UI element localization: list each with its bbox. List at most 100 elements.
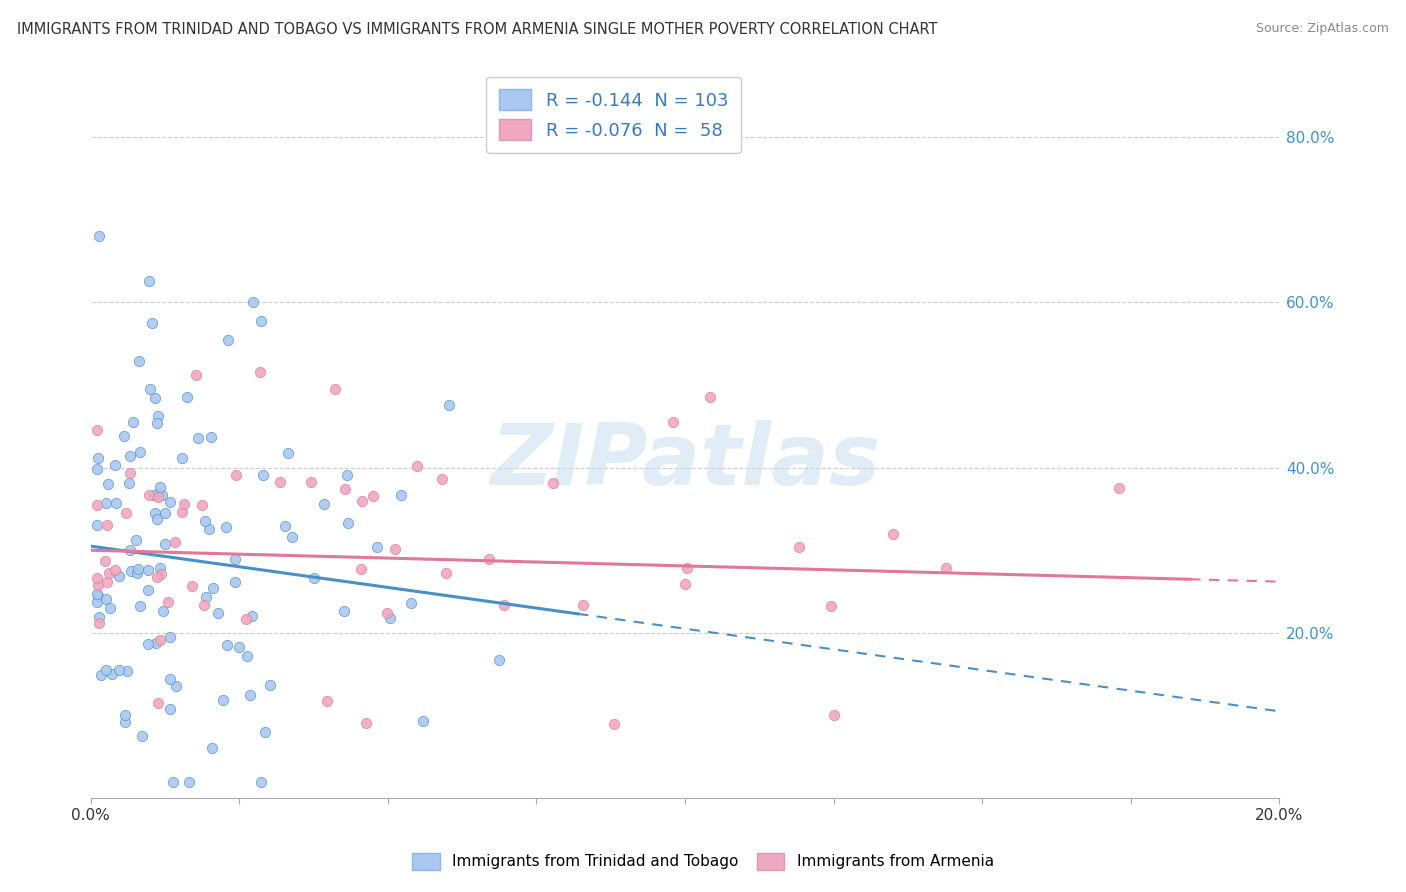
Point bbox=[131, 729, 153, 743]
Point bbox=[118, 476, 141, 491]
Point bbox=[129, 445, 152, 459]
Point bbox=[153, 537, 176, 551]
Point bbox=[201, 741, 224, 756]
Legend: Immigrants from Trinidad and Tobago, Immigrants from Armenia: Immigrants from Trinidad and Tobago, Imm… bbox=[405, 846, 1001, 877]
Point bbox=[114, 708, 136, 723]
Point bbox=[389, 488, 412, 502]
Point bbox=[87, 609, 110, 624]
Point bbox=[86, 462, 108, 476]
Point bbox=[350, 493, 373, 508]
Point bbox=[787, 540, 810, 554]
Point bbox=[156, 594, 179, 608]
Point bbox=[366, 540, 388, 554]
Point bbox=[434, 566, 457, 580]
Point bbox=[152, 604, 174, 618]
Point bbox=[120, 564, 142, 578]
Point bbox=[333, 604, 356, 618]
Point bbox=[146, 696, 169, 710]
Point bbox=[94, 554, 117, 568]
Point bbox=[432, 472, 454, 486]
Point bbox=[215, 639, 238, 653]
Point bbox=[101, 667, 124, 681]
Point bbox=[302, 571, 325, 585]
Point bbox=[239, 688, 262, 702]
Point bbox=[249, 365, 271, 379]
Point bbox=[181, 579, 204, 593]
Point bbox=[662, 415, 685, 429]
Point bbox=[412, 714, 434, 729]
Point bbox=[112, 429, 135, 443]
Point bbox=[315, 694, 337, 708]
Point bbox=[86, 424, 108, 438]
Point bbox=[823, 708, 845, 723]
Point bbox=[139, 382, 162, 396]
Text: Source: ZipAtlas.com: Source: ZipAtlas.com bbox=[1256, 22, 1389, 36]
Point bbox=[129, 599, 152, 614]
Point bbox=[98, 601, 121, 615]
Point bbox=[375, 606, 398, 620]
Point bbox=[333, 482, 356, 496]
Point bbox=[240, 609, 263, 624]
Point bbox=[162, 774, 184, 789]
Point bbox=[87, 578, 110, 592]
Point bbox=[115, 506, 138, 520]
Point bbox=[401, 596, 423, 610]
Point bbox=[145, 512, 167, 526]
Point bbox=[94, 663, 117, 677]
Point bbox=[97, 476, 120, 491]
Point bbox=[252, 467, 274, 482]
Point bbox=[314, 497, 336, 511]
Point bbox=[96, 517, 118, 532]
Point bbox=[105, 495, 128, 509]
Point bbox=[172, 505, 194, 519]
Point bbox=[259, 678, 281, 692]
Point bbox=[143, 392, 166, 406]
Point bbox=[98, 566, 121, 580]
Point bbox=[190, 498, 212, 512]
Point bbox=[224, 575, 246, 590]
Point bbox=[299, 475, 322, 489]
Point bbox=[159, 672, 181, 686]
Point bbox=[177, 774, 200, 789]
Point bbox=[87, 615, 110, 630]
Point bbox=[253, 725, 276, 739]
Point bbox=[148, 486, 170, 500]
Legend: R = -0.144  N = 103, R = -0.076  N =  58: R = -0.144 N = 103, R = -0.076 N = 58 bbox=[486, 77, 741, 153]
Point bbox=[136, 582, 159, 597]
Point bbox=[149, 480, 172, 494]
Point bbox=[235, 612, 257, 626]
Point bbox=[699, 391, 721, 405]
Point bbox=[86, 498, 108, 512]
Point bbox=[127, 561, 149, 575]
Point bbox=[170, 451, 193, 466]
Point bbox=[242, 295, 264, 310]
Point bbox=[107, 569, 129, 583]
Point bbox=[1108, 481, 1130, 495]
Text: IMMIGRANTS FROM TRINIDAD AND TOBAGO VS IMMIGRANTS FROM ARMENIA SINGLE MOTHER POV: IMMIGRANTS FROM TRINIDAD AND TOBAGO VS I… bbox=[17, 22, 938, 37]
Point bbox=[187, 431, 209, 445]
Point bbox=[935, 561, 957, 575]
Point bbox=[184, 368, 207, 383]
Point bbox=[675, 561, 697, 575]
Point bbox=[602, 716, 624, 731]
Point bbox=[541, 476, 564, 491]
Point bbox=[336, 516, 359, 530]
Point bbox=[236, 648, 259, 663]
Point bbox=[571, 598, 593, 612]
Point bbox=[86, 587, 108, 601]
Point bbox=[193, 599, 215, 613]
Point bbox=[673, 577, 696, 591]
Point bbox=[882, 526, 904, 541]
Point bbox=[96, 574, 118, 589]
Point bbox=[153, 506, 176, 520]
Point bbox=[350, 562, 373, 576]
Point bbox=[478, 552, 501, 566]
Point bbox=[120, 449, 142, 463]
Point bbox=[96, 591, 118, 606]
Point bbox=[159, 630, 181, 644]
Text: ZIPatlas: ZIPatlas bbox=[489, 419, 880, 502]
Point bbox=[488, 653, 510, 667]
Point bbox=[437, 397, 460, 411]
Point bbox=[159, 495, 181, 509]
Point bbox=[820, 599, 842, 613]
